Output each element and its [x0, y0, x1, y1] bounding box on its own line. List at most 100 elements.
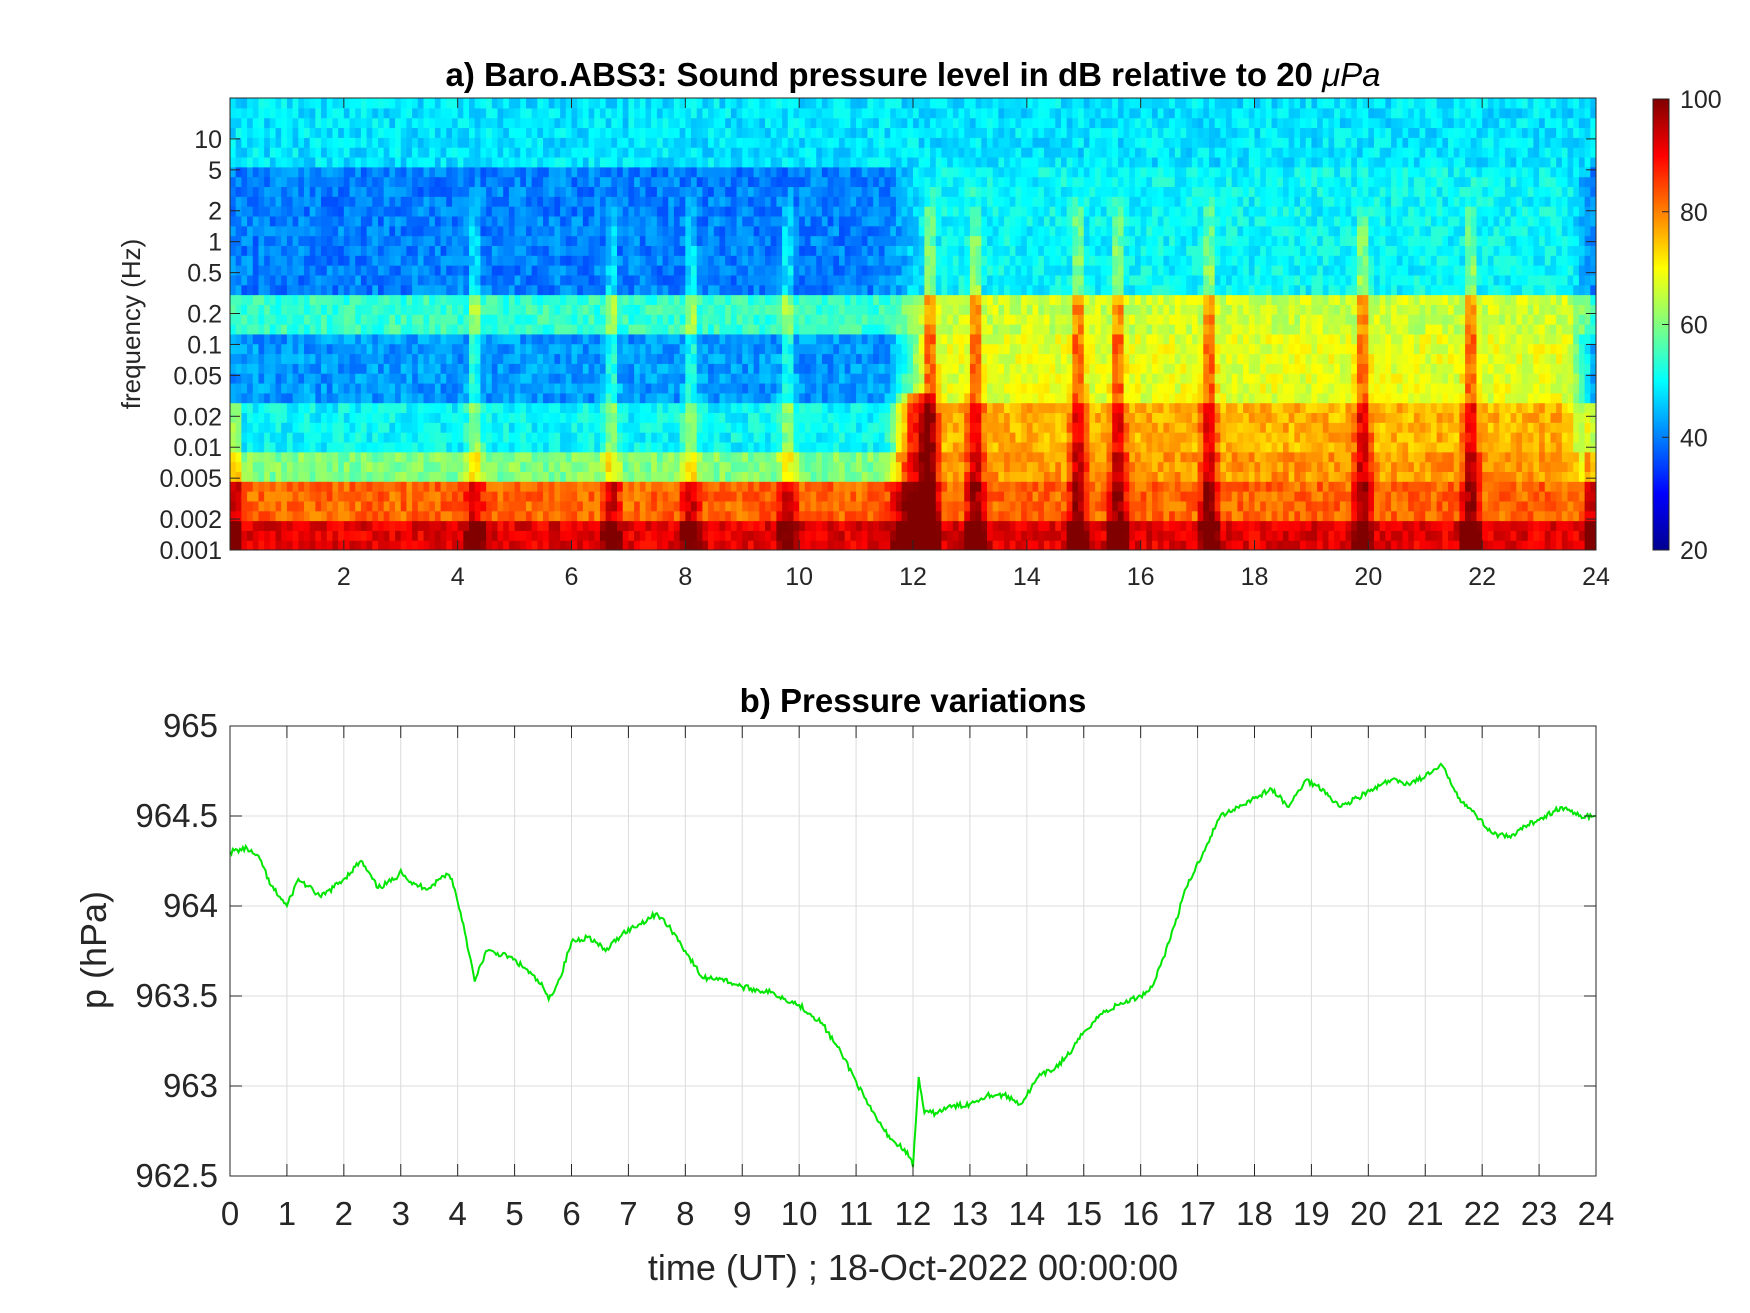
heatmap-cell [782, 353, 789, 364]
heatmap-cell [491, 107, 499, 119]
heatmap-cell [799, 117, 806, 129]
heatmap-cell [594, 481, 601, 492]
heatmap-cell [451, 324, 459, 335]
heatmap-cell [560, 304, 567, 315]
heatmap-cell [406, 540, 413, 550]
heatmap-cell [429, 422, 436, 433]
heatmap-cell [543, 540, 550, 550]
heatmap-cell [770, 147, 777, 158]
heatmap-cell [639, 137, 647, 148]
heatmap-cell [656, 127, 664, 138]
heatmap-cell [440, 147, 447, 158]
heatmap-cell [776, 206, 783, 217]
heatmap-cell [247, 294, 254, 305]
heatmap-cell [708, 206, 715, 217]
heatmap-cell [696, 333, 704, 345]
heatmap-cell [514, 245, 521, 256]
heatmap-cell [491, 392, 499, 404]
heatmap-cell [338, 245, 345, 256]
heatmap-cell [770, 245, 777, 256]
heatmap-cell [628, 441, 635, 453]
heatmap-cell [332, 363, 339, 374]
heatmap-cell [377, 353, 385, 364]
heatmap-cell [440, 117, 447, 129]
heatmap-cell [326, 274, 334, 286]
heatmap-cell [383, 127, 390, 138]
heatmap-cell [634, 117, 641, 129]
heatmap-cell [702, 382, 709, 394]
heatmap-cell [235, 432, 242, 443]
heatmap-cell [247, 284, 254, 296]
heatmap-cell [770, 314, 777, 325]
heatmap-cell [759, 284, 766, 296]
heatmap-cell [252, 510, 260, 522]
heatmap-cell [548, 392, 556, 404]
heatmap-cell [622, 147, 630, 158]
heatmap-cell [440, 235, 447, 246]
heatmap-cell [474, 461, 482, 472]
heatmap-cell [605, 245, 612, 256]
heatmap-cell [400, 510, 408, 522]
heatmap-cell [230, 166, 237, 178]
heatmap-cell [793, 353, 800, 364]
heatmap-cell [366, 382, 373, 394]
heatmap-cell [349, 255, 356, 266]
heatmap-cell [531, 117, 538, 129]
heatmap-cell [571, 225, 578, 237]
heatmap-cell [668, 363, 675, 374]
heatmap-cell [685, 500, 692, 512]
heatmap-cell [372, 215, 379, 227]
heatmap-cell [668, 520, 675, 531]
heatmap-cell [377, 166, 385, 178]
heatmap-cell [713, 530, 721, 541]
heatmap-cell [400, 392, 408, 404]
heatmap-cell [799, 422, 806, 433]
heatmap-cell [230, 412, 237, 423]
heatmap-cell [252, 215, 260, 227]
heatmap-cell [594, 137, 601, 148]
heatmap-cell [730, 451, 738, 463]
heatmap-cell [588, 98, 595, 109]
heatmap-cell [389, 491, 396, 502]
heatmap-cell [525, 363, 533, 374]
heatmap-cell [355, 333, 362, 345]
heatmap-cell [730, 186, 738, 197]
heatmap-cell [303, 471, 311, 482]
heatmap-cell [639, 382, 647, 394]
heatmap-cell [451, 176, 459, 188]
heatmap-cell [406, 127, 413, 138]
heatmap-cell [343, 500, 351, 512]
heatmap-cell [793, 215, 800, 227]
heatmap-cell [252, 491, 260, 502]
heatmap-cell [389, 186, 396, 197]
heatmap-cell [241, 225, 248, 237]
heatmap-cell [537, 343, 544, 355]
heatmap-cell [656, 500, 664, 512]
heatmap-cell [708, 98, 715, 109]
heatmap-cell [787, 137, 795, 148]
heatmap-cell [577, 304, 584, 315]
heatmap-cell [355, 304, 362, 315]
heatmap-cell [269, 530, 277, 541]
heatmap-cell [702, 196, 709, 207]
heatmap-cell [366, 402, 373, 414]
heatmap-cell [451, 343, 459, 355]
heatmap-cell [406, 107, 413, 119]
heatmap-cell [355, 314, 362, 325]
heatmap-cell [366, 441, 373, 453]
heatmap-cell [389, 471, 396, 482]
heatmap-cell [303, 166, 311, 178]
heatmap-cell [611, 314, 618, 325]
heatmap-cell [839, 461, 846, 472]
heatmap-cell [804, 392, 812, 404]
heatmap-cell [821, 255, 829, 266]
heatmap-cell [264, 392, 271, 404]
heatmap-cell [463, 402, 470, 414]
heatmap-cell [639, 196, 647, 207]
heatmap-cell [759, 363, 766, 374]
heatmap-cell [406, 422, 413, 433]
heatmap-cell [531, 491, 538, 502]
heatmap-cell [508, 432, 516, 443]
heatmap-cell [685, 255, 692, 266]
heatmap-cell [315, 392, 322, 404]
